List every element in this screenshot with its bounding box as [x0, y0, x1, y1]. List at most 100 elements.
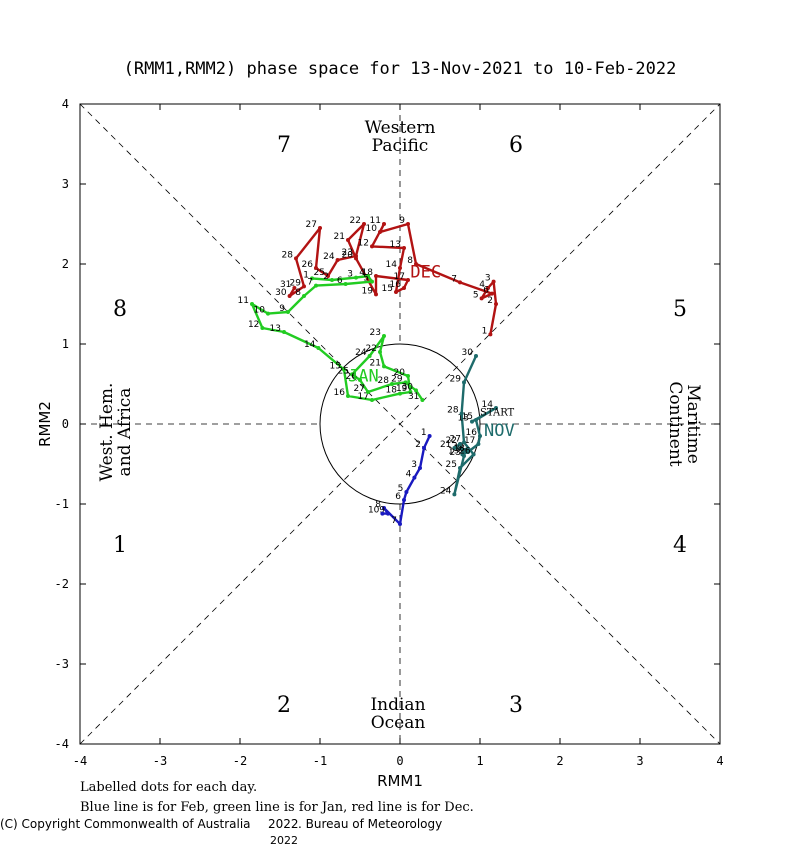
day-point	[378, 350, 382, 354]
day-point	[382, 364, 386, 369]
day-point	[406, 278, 410, 282]
day-label: 29	[391, 374, 403, 384]
day-point	[394, 290, 398, 294]
region-maritime-line1: Maritime	[683, 384, 703, 464]
day-label: 24	[323, 252, 335, 262]
y-tick-label: 0	[62, 417, 69, 431]
phase-label: 2	[277, 693, 291, 718]
day-label: 3	[411, 460, 417, 470]
y-tick-label: -1	[55, 497, 69, 511]
y-tick-label: 4	[62, 97, 69, 111]
day-label: 4	[479, 280, 485, 290]
phase-label: 4	[673, 533, 687, 558]
day-label: 19	[396, 384, 408, 394]
day-point	[302, 284, 306, 289]
x-tick-label: -1	[313, 754, 327, 768]
day-label: 7	[391, 516, 397, 526]
day-point	[414, 262, 418, 266]
day-label: 28	[378, 376, 390, 386]
series-layer: 131415161718192021222324252627282930NOV1…	[238, 216, 515, 526]
day-point	[462, 454, 466, 458]
phase-label: 1	[113, 533, 127, 558]
day-point	[382, 334, 386, 338]
day-point	[464, 447, 469, 452]
day-point	[380, 511, 385, 516]
day-label: 23	[342, 248, 353, 258]
day-label: 16	[334, 388, 346, 398]
month-label: NOV	[484, 421, 515, 441]
day-point	[452, 492, 457, 497]
day-point	[366, 390, 370, 394]
x-axis-label: RMM1	[377, 772, 423, 790]
day-label: 28	[282, 250, 294, 260]
day-label: 9	[279, 304, 285, 314]
day-point	[462, 380, 466, 385]
day-label: 13	[390, 240, 401, 250]
day-point	[398, 391, 402, 396]
day-point	[342, 367, 346, 372]
day-point	[390, 382, 394, 386]
day-point	[260, 326, 265, 330]
day-point	[494, 406, 498, 410]
day-point	[343, 282, 348, 286]
day-label: 8	[295, 288, 301, 298]
day-label: 25	[446, 460, 457, 470]
day-label: 31	[408, 392, 419, 402]
y-tick-label: -4	[55, 737, 69, 751]
day-label: 11	[238, 296, 249, 306]
copyright-text: (C) Copyright Commonwealth of Australia	[0, 817, 251, 831]
day-label: 30	[402, 382, 414, 392]
day-point	[474, 418, 478, 422]
day-label: 1	[482, 326, 488, 336]
x-tick-label: -4	[73, 754, 87, 768]
day-label: 27	[306, 220, 317, 230]
x-tick-label: 1	[476, 754, 483, 768]
day-label: 22	[366, 344, 377, 354]
day-point	[414, 388, 418, 393]
day-point	[314, 266, 318, 270]
day-point	[378, 230, 382, 234]
day-point	[382, 222, 386, 226]
day-point	[374, 292, 378, 297]
phase-label: 5	[673, 297, 687, 322]
day-point	[367, 354, 372, 358]
day-point	[402, 246, 406, 250]
day-point	[494, 302, 498, 306]
day-label: 20	[394, 368, 406, 378]
y-tick-label: 1	[62, 337, 69, 351]
day-label: 12	[358, 238, 369, 248]
day-label: 24	[440, 486, 452, 496]
day-point	[294, 256, 298, 261]
day-point	[458, 442, 462, 446]
unit-circle	[319, 343, 481, 505]
day-point	[491, 279, 496, 284]
day-label: 26	[459, 446, 471, 456]
day-point	[476, 442, 481, 446]
month-label: DEC	[410, 263, 441, 283]
day-label: 11	[370, 216, 381, 226]
day-label: 6	[483, 286, 489, 296]
day-point	[408, 390, 413, 394]
day-label: 29	[290, 278, 302, 288]
day-label: 13	[270, 324, 281, 334]
y-tick-label: -3	[55, 657, 69, 671]
day-label: 10	[366, 224, 378, 234]
y-axis-label: RMM2	[36, 401, 54, 447]
day-label: 27	[450, 434, 461, 444]
day-label: 26	[346, 372, 358, 382]
day-label: 23	[370, 328, 381, 338]
day-label: 7	[307, 278, 313, 288]
day-point	[362, 222, 366, 226]
day-label: 6	[395, 492, 401, 502]
day-point	[318, 226, 322, 230]
region-indian-ocean-line2: Ocean	[371, 713, 426, 733]
day-label: 13	[458, 414, 469, 424]
day-point	[406, 222, 410, 226]
day-label: 4	[359, 268, 365, 278]
day-label: 21	[334, 232, 345, 242]
month-label: JAN	[348, 367, 379, 387]
